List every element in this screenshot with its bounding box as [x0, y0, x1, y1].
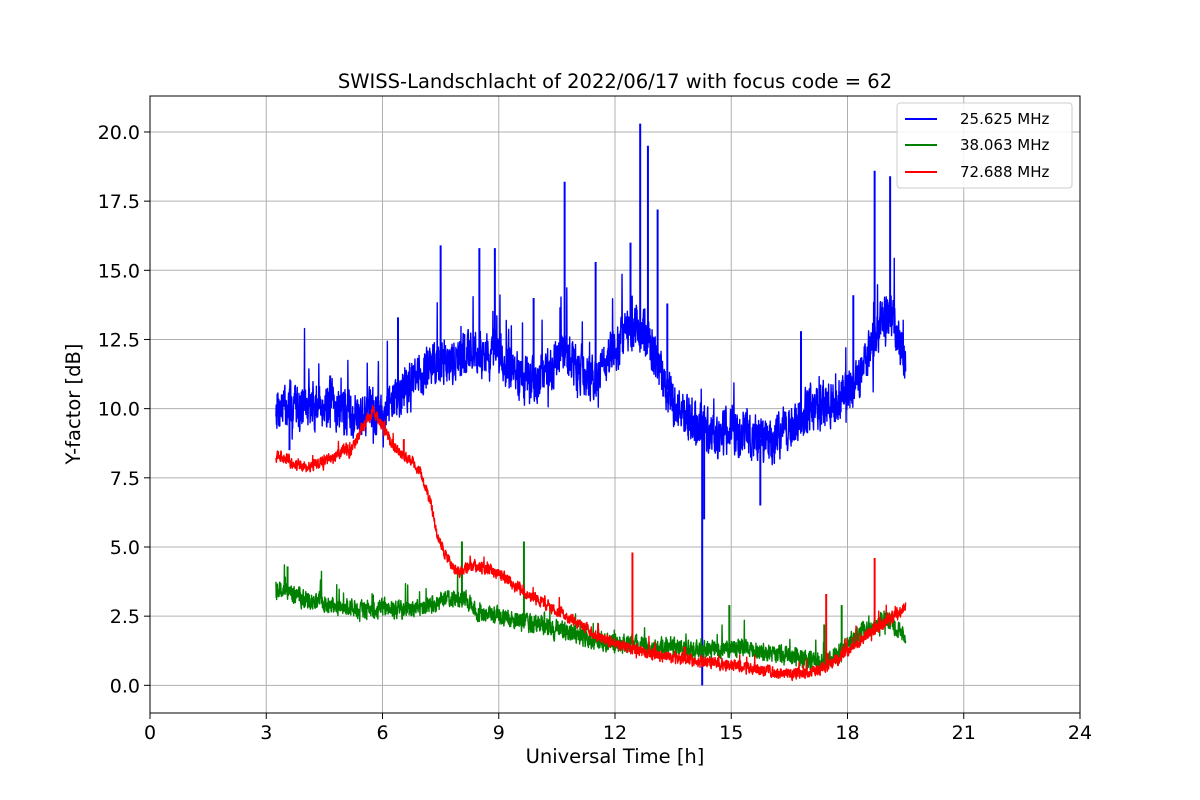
legend: 25.625 MHz 38.063 MHz 72.688 MHz	[896, 102, 1073, 189]
y-tick-label: 20.0	[98, 122, 140, 144]
x-tick-label: 12	[603, 722, 627, 744]
x-tick-label: 18	[835, 722, 859, 744]
series-72688-line	[275, 404, 907, 682]
legend-label-25625: 25.625 MHz	[960, 110, 1049, 128]
series-38063-line	[275, 564, 907, 672]
legend-label-72688: 72.688 MHz	[960, 163, 1049, 181]
chart-title: SWISS-Landschlacht of 2022/06/17 with fo…	[338, 70, 892, 93]
y-tick-label: 2.5	[110, 606, 140, 628]
x-tick-label: 21	[952, 722, 976, 744]
x-tick-label: 0	[144, 722, 156, 744]
y-tick-label: 10.0	[98, 399, 140, 421]
y-tick-label: 12.5	[98, 329, 140, 351]
x-tick-label: 9	[493, 722, 505, 744]
x-tick-label: 6	[376, 722, 388, 744]
x-tick-label: 3	[260, 722, 272, 744]
legend-box	[896, 102, 1073, 189]
y-tick-label: 7.5	[110, 468, 140, 490]
y-tick-label: 15.0	[98, 260, 140, 282]
series-group	[275, 123, 907, 686]
y-tick-label: 17.5	[98, 191, 140, 213]
x-tick-label: 24	[1068, 722, 1092, 744]
y-tick-label: 5.0	[110, 537, 140, 559]
legend-label-38063: 38.063 MHz	[960, 136, 1049, 154]
y-axis-label: Y-factor [dB]	[62, 344, 85, 466]
y-tick-label: 0.0	[110, 675, 140, 697]
x-axis-label: Universal Time [h]	[526, 745, 705, 768]
x-tick-label: 15	[719, 722, 743, 744]
ticks: 0 3 6 9 12 15 18 21 24 0.0 2.5 5.0 7.5 10.0 12.5 15.0 17…	[98, 122, 1092, 744]
series-25625-line	[275, 257, 907, 466]
